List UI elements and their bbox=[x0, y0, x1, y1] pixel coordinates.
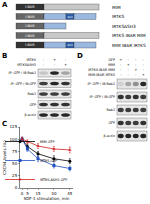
svg-text:IRTKS-ΔSH3-GFP: IRTKS-ΔSH3-GFP bbox=[40, 178, 67, 182]
svg-text:GFP: GFP bbox=[108, 58, 115, 62]
svg-text:β-actin: β-actin bbox=[104, 134, 115, 138]
svg-text:IRTKSΔSH3: IRTKSΔSH3 bbox=[17, 63, 36, 67]
svg-text:SH3: SH3 bbox=[67, 44, 73, 47]
svg-text:-: - bbox=[128, 72, 130, 77]
svg-text:100: 100 bbox=[10, 137, 18, 142]
svg-text:IRTKSΔSH3: IRTKSΔSH3 bbox=[112, 24, 136, 29]
svg-text:IP: GFP / IB:Rab1: IP: GFP / IB:Rab1 bbox=[87, 82, 115, 86]
svg-text:MIM: MIM bbox=[112, 5, 121, 10]
svg-text:0: 0 bbox=[15, 185, 18, 190]
svg-text:IRTKS: IRTKS bbox=[26, 58, 36, 62]
svg-text:Rab1: Rab1 bbox=[28, 92, 36, 96]
svg-text:IP: GFP / IB:GFP: IP: GFP / IB:GFP bbox=[89, 95, 115, 99]
svg-text:MIM-GFP: MIM-GFP bbox=[40, 140, 54, 144]
svg-text:I-BAR: I-BAR bbox=[25, 43, 35, 47]
svg-text:I-BAR: I-BAR bbox=[25, 24, 35, 28]
html-text:C: C bbox=[2, 120, 8, 128]
svg-text:IP: GFP / IB:GFP: IP: GFP / IB:GFP bbox=[10, 82, 36, 86]
svg-text:MIM: MIM bbox=[108, 63, 115, 67]
svg-text:IRTKS-GFP: IRTKS-GFP bbox=[40, 159, 57, 163]
svg-text:125: 125 bbox=[10, 124, 18, 129]
svg-text:15: 15 bbox=[35, 191, 41, 196]
svg-text:-: - bbox=[43, 62, 45, 67]
svg-text:50: 50 bbox=[12, 161, 18, 166]
svg-text:CXCR4 levels (%): CXCR4 levels (%) bbox=[2, 140, 7, 175]
svg-text:IRTKS-IBAR MIM: IRTKS-IBAR MIM bbox=[88, 68, 115, 72]
svg-text:GFP: GFP bbox=[109, 121, 115, 125]
svg-text:5: 5 bbox=[26, 191, 29, 196]
svg-text:-: - bbox=[54, 62, 56, 67]
svg-text:+: + bbox=[142, 72, 145, 77]
svg-text:+: + bbox=[64, 62, 67, 67]
svg-text:IP: GFP / IB:Rab1: IP: GFP / IB:Rab1 bbox=[8, 71, 36, 75]
svg-text:75: 75 bbox=[12, 149, 18, 154]
svg-text:MIM-IBAR IRTKS: MIM-IBAR IRTKS bbox=[88, 73, 115, 77]
svg-text:I-BAR: I-BAR bbox=[25, 15, 35, 19]
svg-text:30: 30 bbox=[51, 191, 57, 196]
svg-text:D: D bbox=[77, 52, 83, 60]
svg-text:0: 0 bbox=[21, 191, 24, 196]
svg-text:25: 25 bbox=[12, 173, 18, 178]
svg-text:A: A bbox=[2, 1, 8, 9]
svg-text:GFP: GFP bbox=[30, 103, 36, 107]
svg-text:Rab1: Rab1 bbox=[107, 108, 115, 112]
svg-text:SH3: SH3 bbox=[67, 16, 73, 19]
svg-text:IRTKS IBAR MIM: IRTKS IBAR MIM bbox=[112, 33, 146, 38]
svg-text:-: - bbox=[120, 72, 122, 77]
svg-text:β-actin: β-actin bbox=[25, 113, 36, 117]
svg-text:B: B bbox=[2, 52, 7, 60]
svg-text:45: 45 bbox=[67, 191, 73, 196]
svg-text:SDF-1 stimulation, min: SDF-1 stimulation, min bbox=[24, 196, 70, 201]
svg-text:-: - bbox=[135, 72, 137, 77]
svg-text:MIM IBAR IRTKS: MIM IBAR IRTKS bbox=[112, 43, 146, 48]
svg-text:I-BAR: I-BAR bbox=[25, 5, 35, 9]
svg-text:I-BAR: I-BAR bbox=[25, 34, 35, 38]
svg-text:IRTKS: IRTKS bbox=[112, 14, 124, 19]
